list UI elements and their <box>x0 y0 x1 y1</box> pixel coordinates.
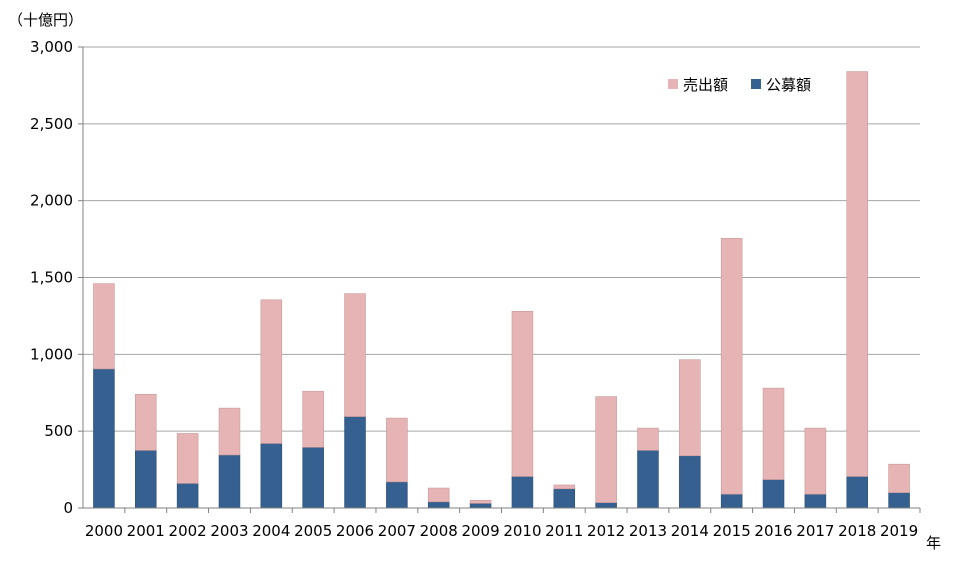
bar-secondary-offering <box>762 387 785 480</box>
bar-public-offering <box>637 450 659 509</box>
bar-public-offering <box>176 483 199 509</box>
x-axis-unit-label: 年 <box>926 534 941 552</box>
bar-public-offering <box>679 455 701 509</box>
bar-public-offering <box>260 443 283 509</box>
bar-public-offering <box>595 502 617 509</box>
bar-public-offering <box>302 447 324 509</box>
bar-secondary-offering <box>888 463 910 493</box>
bar-public-offering <box>804 493 827 509</box>
y-tick-labels: 0 500 1,000 1,500 2,000 2,500 3,000 <box>30 38 73 517</box>
legend-label: 公募額 <box>766 76 811 94</box>
legend-swatch <box>668 79 678 89</box>
bar-public-offering <box>427 501 450 509</box>
x-tick-label: 2003 <box>210 522 248 540</box>
bar-secondary-offering <box>804 427 827 495</box>
y-axis-unit-label: （十億円） <box>8 11 83 29</box>
y-tick-label: 0 <box>63 499 73 517</box>
bar-public-offering <box>511 476 534 509</box>
bar-public-offering <box>386 481 408 509</box>
bar-secondary-offering <box>135 393 157 451</box>
bar-public-offering <box>344 416 366 509</box>
x-tick-label: 2015 <box>713 522 751 540</box>
bar-secondary-offering <box>511 311 534 477</box>
bar-public-offering <box>846 476 868 509</box>
bar-secondary-offering <box>344 293 366 417</box>
x-tick-label: 2007 <box>378 522 416 540</box>
x-tick-label: 2002 <box>169 522 207 540</box>
x-tick-labels: 2000 2001 2002 2003 2004 2005 2006 2007 2008 2009… <box>85 522 918 540</box>
bar-public-offering <box>135 450 157 509</box>
bar-secondary-offering <box>595 396 617 503</box>
bar-public-offering <box>888 492 910 509</box>
axes <box>82 47 920 509</box>
x-tick-label: 2019 <box>880 522 918 540</box>
bar-public-offering <box>553 488 576 509</box>
bar-secondary-offering <box>427 487 450 503</box>
x-tick-label: 2017 <box>796 522 834 540</box>
bar-public-offering <box>218 454 241 509</box>
x-tick-label: 2005 <box>294 522 332 540</box>
legend: 売出額 公募額 <box>668 76 811 94</box>
y-tick-label: 1,000 <box>30 345 73 363</box>
bar-secondary-offering <box>93 283 115 370</box>
x-tick-label: 2016 <box>754 522 792 540</box>
bar-public-offering <box>762 479 785 509</box>
bar-secondary-offering <box>386 417 408 483</box>
x-tick-label: 2018 <box>838 522 876 540</box>
x-tick-label: 2011 <box>545 522 583 540</box>
y-tick-label: 2,000 <box>30 192 73 210</box>
x-tick-label: 2001 <box>127 522 165 540</box>
x-tick-label: 2000 <box>85 522 123 540</box>
x-tick-label: 2012 <box>587 522 625 540</box>
bar-secondary-offering <box>637 427 659 451</box>
bars <box>93 71 910 509</box>
legend-label: 売出額 <box>683 76 728 94</box>
gridlines <box>78 46 921 513</box>
bar-secondary-offering <box>260 299 283 444</box>
legend-swatch <box>751 79 761 89</box>
bar-secondary-offering <box>679 359 701 457</box>
bar-public-offering <box>93 368 115 509</box>
y-tick-label: 1,500 <box>30 269 73 287</box>
bar-public-offering <box>469 503 492 509</box>
x-tick-label: 2010 <box>503 522 541 540</box>
bar-secondary-offering <box>553 484 576 490</box>
x-tick-label: 2004 <box>252 522 290 540</box>
bar-secondary-offering <box>720 238 743 495</box>
x-tick-label: 2009 <box>461 522 499 540</box>
bar-public-offering <box>720 493 743 509</box>
y-tick-label: 500 <box>44 422 73 440</box>
bar-secondary-offering <box>469 500 492 504</box>
y-tick-label: 2,500 <box>30 115 73 133</box>
bar-secondary-offering <box>176 433 199 484</box>
x-tick-label: 2013 <box>629 522 667 540</box>
y-tick-label: 3,000 <box>30 38 73 56</box>
x-tick-label: 2014 <box>671 522 709 540</box>
x-tick-label: 2006 <box>336 522 374 540</box>
bar-secondary-offering <box>218 407 241 456</box>
bar-secondary-offering <box>846 71 868 477</box>
bar-secondary-offering <box>302 390 324 448</box>
x-tick-label: 2008 <box>420 522 458 540</box>
